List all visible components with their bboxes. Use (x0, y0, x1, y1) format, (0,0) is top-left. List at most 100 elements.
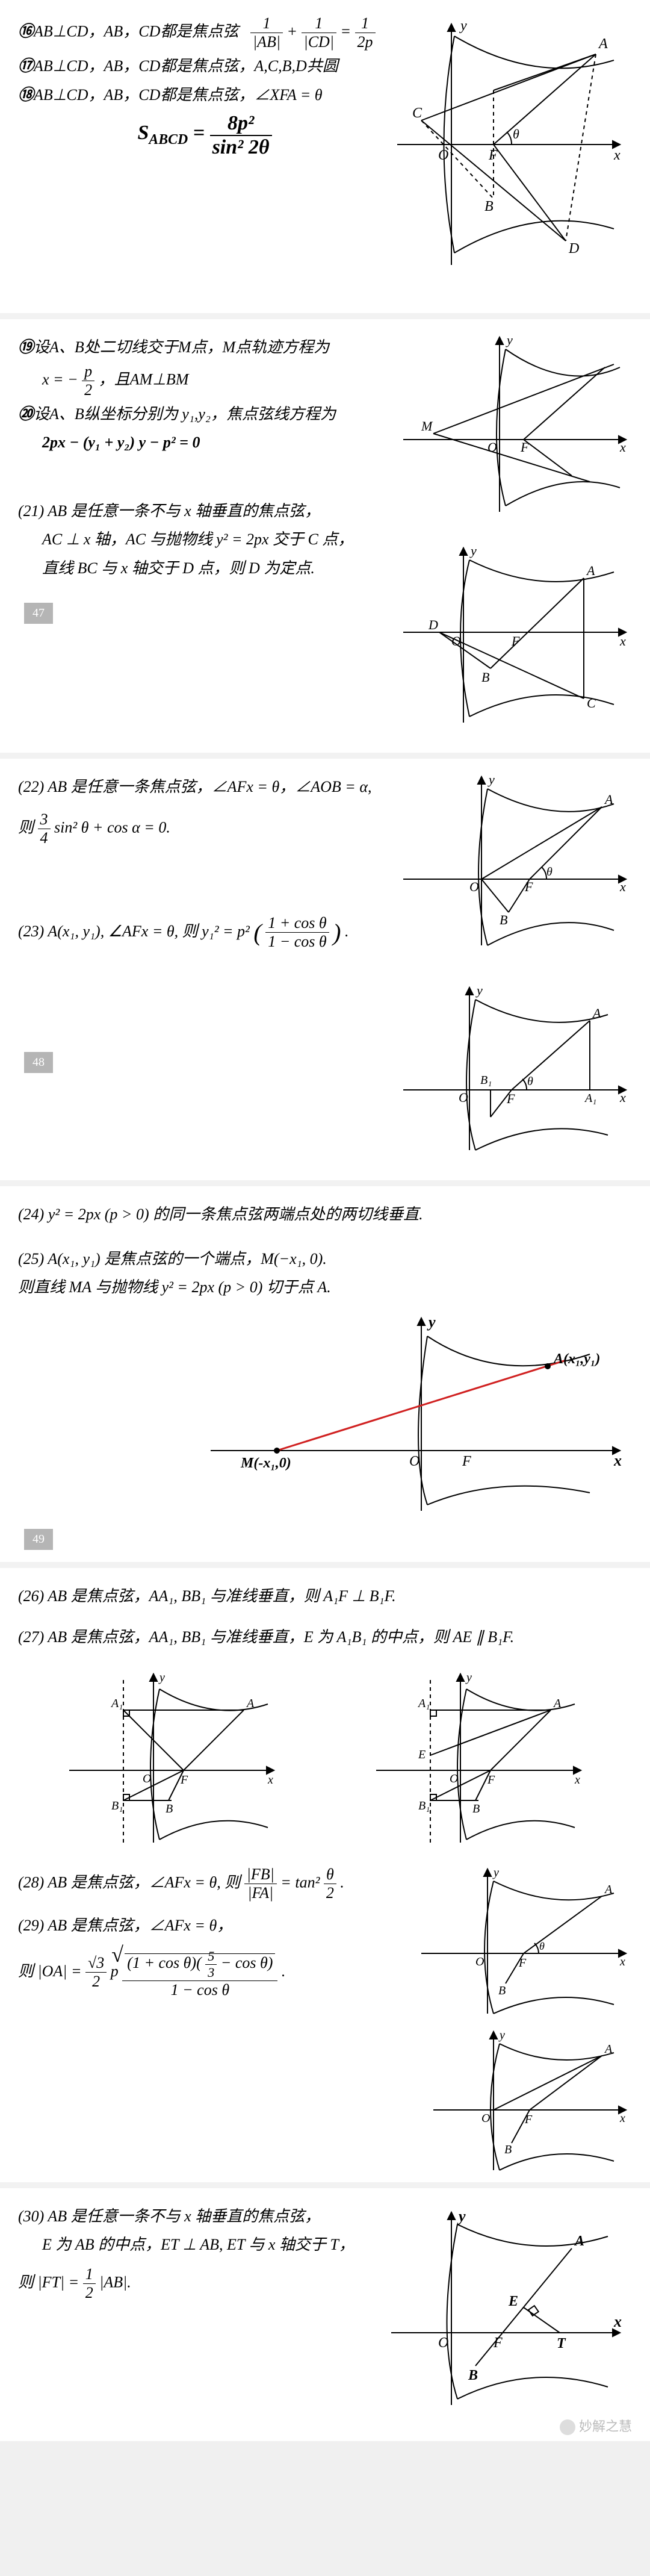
item-16: ⑯AB⊥CD，AB，CD都是焦点弦 1|AB| + 1|CD| = 12p (18, 16, 391, 50)
item-20: ⑳设A、B纵坐标分别为 y₁,y₂，焦点弦线方程为 (18, 402, 403, 427)
svg-text:A: A (246, 1697, 255, 1710)
svg-text:θ: θ (513, 126, 519, 142)
svg-text:M: M (421, 418, 433, 434)
svg-text:B: B (468, 2368, 478, 2383)
svg-text:F: F (487, 1773, 495, 1787)
svg-text:B: B (500, 912, 507, 927)
svg-text:F: F (524, 879, 533, 894)
svg-text:O: O (481, 2112, 490, 2125)
section-30: A B E T O F x y (30) AB 是任意一条不与 x 轴垂直的焦点… (0, 2188, 650, 2441)
svg-text:B₁: B₁ (480, 1074, 492, 1087)
svg-text:B: B (472, 1802, 480, 1815)
svg-text:C: C (412, 105, 422, 121)
svg-text:A: A (604, 792, 613, 807)
svg-text:O: O (409, 1454, 419, 1469)
figure-tangent-MA: A(x₁,y₁) M(-x₁,0) O F x y (199, 1312, 632, 1517)
item-30: (30) AB 是任意一条不与 x 轴垂直的焦点弦， (18, 2204, 391, 2229)
svg-text:B: B (498, 1984, 506, 1997)
svg-text:x: x (574, 1773, 580, 1787)
svg-text:y: y (158, 1671, 165, 1684)
svg-text:y: y (488, 772, 495, 787)
svg-text:A: A (604, 1883, 613, 1896)
item-25: (25) A(x₁, y₁) 是焦点弦的一个端点，M(−x₁, 0). (18, 1246, 427, 1272)
item-21b: AC ⊥ x 轴，AC 与抛物线 y² = 2px 交于 C 点， (18, 527, 427, 552)
svg-text:O: O (438, 2335, 448, 2351)
svg-text:x: x (619, 2112, 625, 2125)
svg-text:x: x (619, 440, 626, 455)
svg-text:A: A (552, 1697, 562, 1710)
svg-text:F: F (493, 2335, 503, 2351)
svg-text:B₁: B₁ (111, 1799, 123, 1812)
section-24-25: (24) y² = 2px (p > 0) 的同一条焦点弦两端点处的两切线垂直.… (0, 1186, 650, 1562)
watermark: 妙解之慧 (560, 2416, 632, 2435)
svg-text:O: O (459, 1090, 468, 1105)
svg-text:B: B (504, 2143, 512, 2156)
svg-text:θ: θ (539, 1940, 545, 1952)
item-21c: 直线 BC 与 x 轴交于 D 点，则 D 为定点. (18, 556, 427, 581)
section-19-21: M O F x y ⑲设A、B处二切线交于M点，M点轨迹方程为 x = − p2… (0, 319, 650, 753)
svg-text:A₁: A₁ (110, 1697, 123, 1710)
page-tag-49: 49 (24, 1529, 53, 1550)
item-21: (21) AB 是任意一条不与 x 轴垂直的焦点弦， (18, 499, 403, 524)
svg-text:A₁: A₁ (417, 1697, 430, 1710)
svg-text:y: y (427, 1313, 436, 1331)
svg-text:F: F (511, 633, 520, 649)
svg-text:A: A (592, 1006, 601, 1021)
svg-text:C: C (587, 695, 596, 711)
figure-29: A B O F x y (427, 2026, 632, 2176)
svg-text:F: F (506, 1091, 515, 1106)
svg-text:y: y (506, 332, 513, 347)
item-18: ⑱AB⊥CD，AB，CD都是焦点弦，∠XFA = θ (18, 82, 391, 108)
figure-30: A B E T O F x y (379, 2206, 632, 2411)
svg-text:θ: θ (546, 865, 552, 879)
svg-text:A: A (604, 2042, 613, 2056)
item-30c: 则 |FT| = 12 |AB|. (18, 2266, 391, 2301)
svg-text:M(-x₁,0): M(-x₁,0) (240, 1455, 291, 1471)
svg-text:O: O (438, 148, 448, 163)
svg-text:F: F (520, 440, 529, 455)
svg-text:A(x₁,y₁): A(x₁,y₁) (552, 1351, 600, 1367)
svg-text:T: T (557, 2336, 566, 2351)
svg-text:O: O (451, 633, 461, 649)
section-16-18: A C D B O F θ x y ⑯AB⊥CD，AB，CD都是焦点弦 1|AB… (0, 0, 650, 313)
svg-text:y: y (459, 18, 467, 34)
section-22-23: A B O F θ x y (22) AB 是任意一条焦点弦，∠AFx = θ，… (0, 759, 650, 1180)
figure-y1-squared: A B₁ A₁ O F θ x y (391, 982, 632, 1156)
svg-text:O: O (488, 440, 497, 455)
item-29: (29) AB 是焦点弦，∠AFx = θ， (18, 1913, 427, 1938)
figure-alpha-theta: A B O F θ x y (391, 771, 632, 951)
svg-text:B: B (166, 1802, 173, 1815)
item-26: (26) AB 是焦点弦，AA₁, BB₁ 与准线垂直，则 A₁F ⊥ B₁F. (18, 1584, 632, 1609)
svg-text:y: y (475, 983, 483, 998)
figure-tangent-M: M O F x y (391, 331, 632, 518)
svg-text:F: F (180, 1773, 188, 1787)
figure-27: A₁ A E B₁ B O F x y (370, 1668, 587, 1849)
item-25b: 则直线 MA 与抛物线 y² = 2px (p > 0) 切于点 A. (18, 1275, 427, 1300)
item-29-eq: 则 |OA| = √32 p √ (1 + cos θ)( 53 − cos θ… (18, 1947, 427, 1998)
item-24LINE: (24) y² = 2px (p > 0) 的同一条焦点弦两端点处的两切线垂直. (18, 1202, 632, 1227)
svg-text:x: x (613, 148, 621, 163)
svg-text:A: A (598, 36, 608, 52)
svg-text:θ: θ (527, 1075, 533, 1088)
svg-text:F: F (488, 148, 498, 163)
svg-text:x: x (613, 1452, 622, 1469)
svg-text:B: B (484, 199, 494, 214)
svg-text:O: O (469, 879, 479, 894)
figure-chord-ACBD: A B C D O F x y (391, 542, 632, 729)
item-23: (23) A(x₁, y₁), ∠AFx = θ, 则 y₁² = p² ( 1… (18, 913, 403, 952)
figure-parabola-perp-chords: A C D B O F θ x y (379, 12, 632, 277)
svg-text:B: B (481, 670, 489, 685)
svg-text:E: E (418, 1748, 426, 1761)
svg-text:y: y (498, 2029, 505, 2042)
svg-text:D: D (568, 241, 579, 257)
svg-text:A: A (574, 2233, 584, 2249)
svg-text:E: E (508, 2294, 518, 2309)
svg-text:x: x (619, 633, 626, 649)
item-22-eq: 则 34 sin² θ + cos α = 0. (18, 812, 403, 846)
svg-text:O: O (450, 1772, 458, 1785)
item-19: ⑲设A、B处二切线交于M点，M点轨迹方程为 (18, 335, 403, 360)
svg-text:x: x (267, 1773, 273, 1787)
svg-text:O: O (143, 1772, 151, 1785)
svg-text:F: F (462, 1454, 471, 1469)
page-tag-48: 48 (24, 1052, 53, 1073)
